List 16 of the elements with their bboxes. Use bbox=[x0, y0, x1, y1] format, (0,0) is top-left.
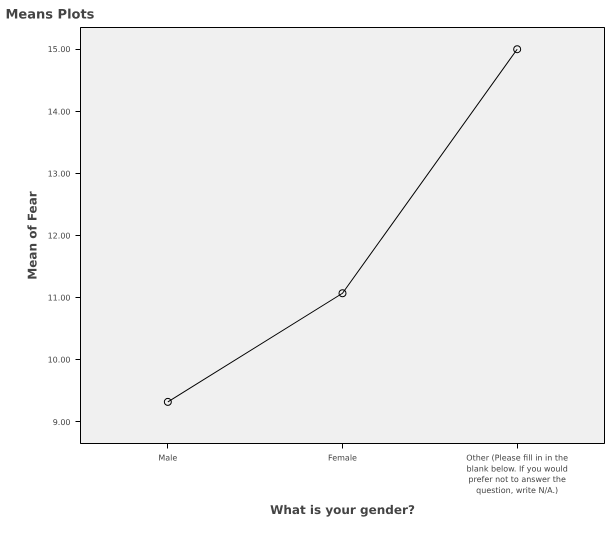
y-tick-label: 15.00 bbox=[48, 45, 71, 54]
y-axis-title: Mean of Fear bbox=[26, 191, 40, 280]
y-tick-label: 11.00 bbox=[48, 294, 71, 303]
chart-title: Means Plots bbox=[6, 8, 95, 22]
y-tick-label: 12.00 bbox=[48, 232, 71, 240]
x-axis-title: What is your gender? bbox=[270, 502, 415, 517]
point bbox=[164, 398, 172, 406]
point bbox=[513, 45, 522, 54]
y-tick-label: 10.00 bbox=[48, 356, 71, 365]
x-tick-label: Male bbox=[158, 454, 178, 462]
x-tick-label: Female bbox=[328, 454, 358, 462]
point bbox=[338, 289, 346, 298]
y-tick-label: 9.00 bbox=[52, 418, 70, 427]
y-tick-label: 14.00 bbox=[48, 107, 71, 116]
x-tick-label: Other (Please fill in in the blank below. If you would prefer not to answer the question, write N/A.) bbox=[466, 454, 568, 495]
y-tick-label: 13.00 bbox=[48, 169, 71, 178]
